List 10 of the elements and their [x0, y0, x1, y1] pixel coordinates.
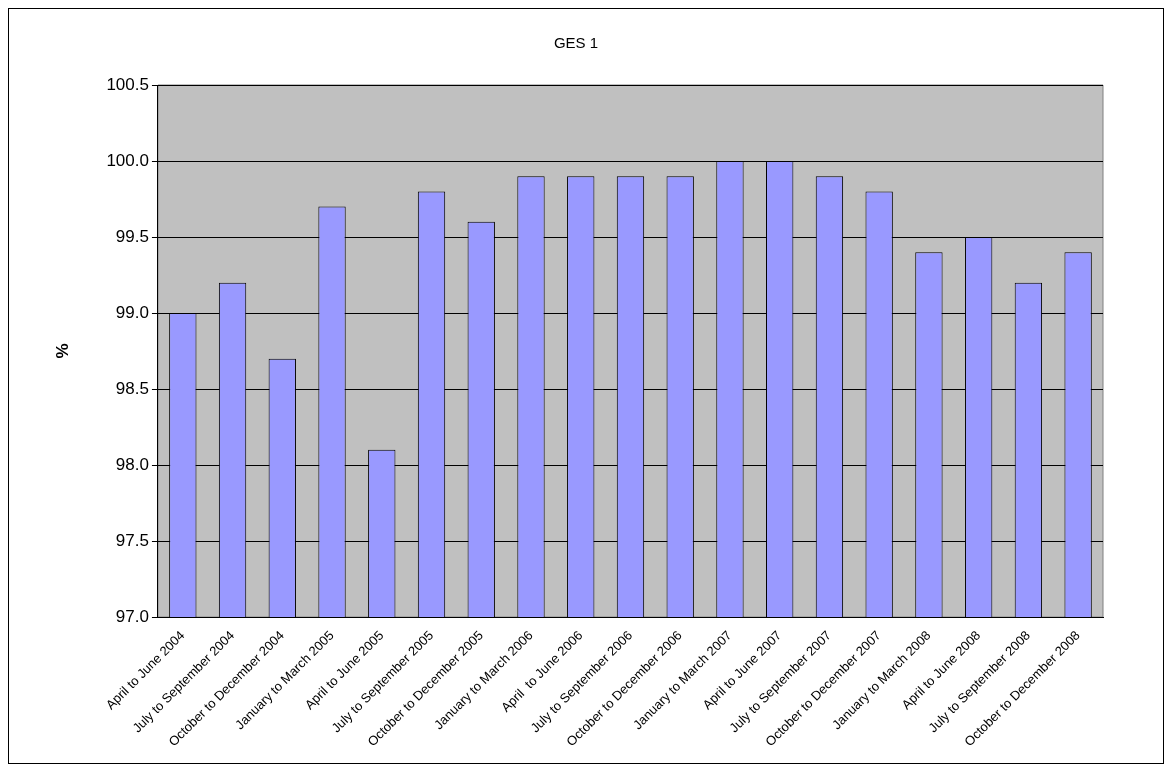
chart-title: GES 1	[553, 34, 599, 52]
y-tick-label: 97.5	[115, 530, 149, 550]
y-tick-label: 100.5	[106, 74, 149, 94]
y-tick-label: 97.0	[115, 606, 149, 626]
y-axis-title: %	[52, 343, 72, 359]
y-tick-label: 98.0	[115, 454, 149, 474]
y-tick-label: 100.0	[106, 150, 149, 170]
y-tick-label: 98.5	[115, 378, 149, 398]
y-tick-label: 99.0	[115, 302, 149, 322]
y-tick-label: 99.5	[115, 226, 149, 246]
